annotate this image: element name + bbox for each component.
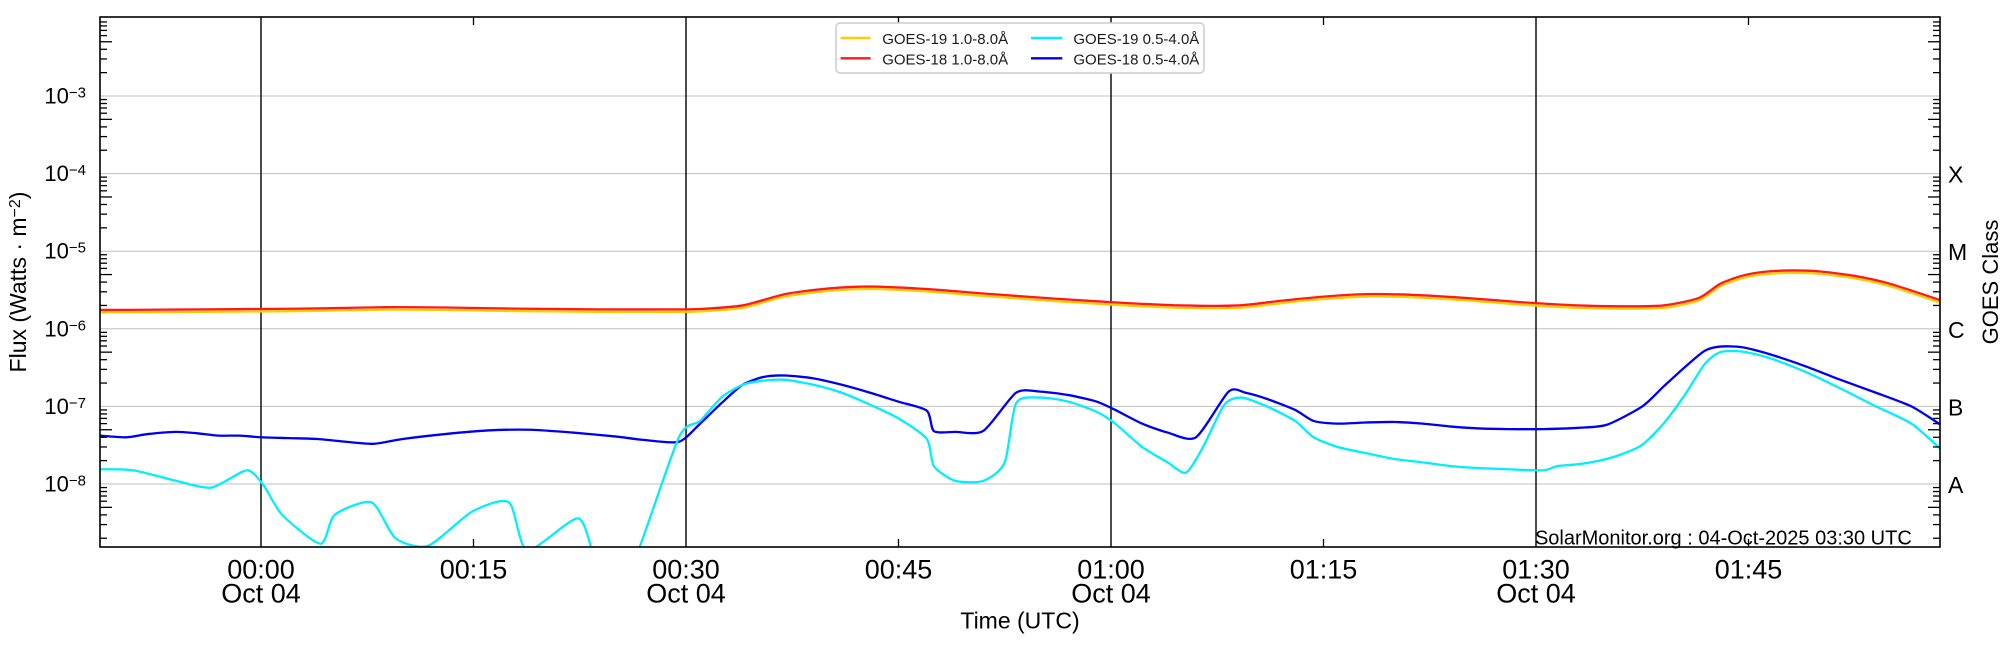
svg-text:X: X (1948, 162, 1963, 188)
svg-text:GOES-19 0.5-4.0Å: GOES-19 0.5-4.0Å (1073, 31, 1199, 48)
svg-text:Time (UTC): Time (UTC) (960, 608, 1079, 634)
svg-text:Oct 04: Oct 04 (1071, 578, 1151, 608)
svg-text:01:15: 01:15 (1290, 555, 1358, 585)
svg-text:B: B (1948, 394, 1963, 420)
svg-text:Oct 04: Oct 04 (646, 578, 726, 608)
svg-text:Oct 04: Oct 04 (221, 578, 301, 608)
svg-text:GOES-18 0.5-4.0Å: GOES-18 0.5-4.0Å (1073, 51, 1199, 68)
svg-text:C: C (1948, 317, 1965, 343)
svg-text:GOES Class: GOES Class (1978, 220, 2000, 345)
svg-text:Oct 04: Oct 04 (1496, 578, 1576, 608)
svg-text:M: M (1948, 239, 1967, 265)
svg-text:GOES-18 1.0-8.0Å: GOES-18 1.0-8.0Å (882, 51, 1008, 68)
svg-text:SolarMonitor.org : 04-Oct-2025: SolarMonitor.org : 04-Oct-2025 03:30 UTC (1535, 528, 1912, 550)
svg-text:GOES-19 1.0-8.0Å: GOES-19 1.0-8.0Å (882, 31, 1008, 48)
svg-text:01:45: 01:45 (1715, 555, 1783, 585)
svg-text:Flux (Watts · m−2): Flux (Watts · m−2) (5, 192, 31, 373)
svg-text:A: A (1948, 472, 1964, 498)
svg-text:00:15: 00:15 (440, 555, 508, 585)
svg-text:00:45: 00:45 (865, 555, 933, 585)
